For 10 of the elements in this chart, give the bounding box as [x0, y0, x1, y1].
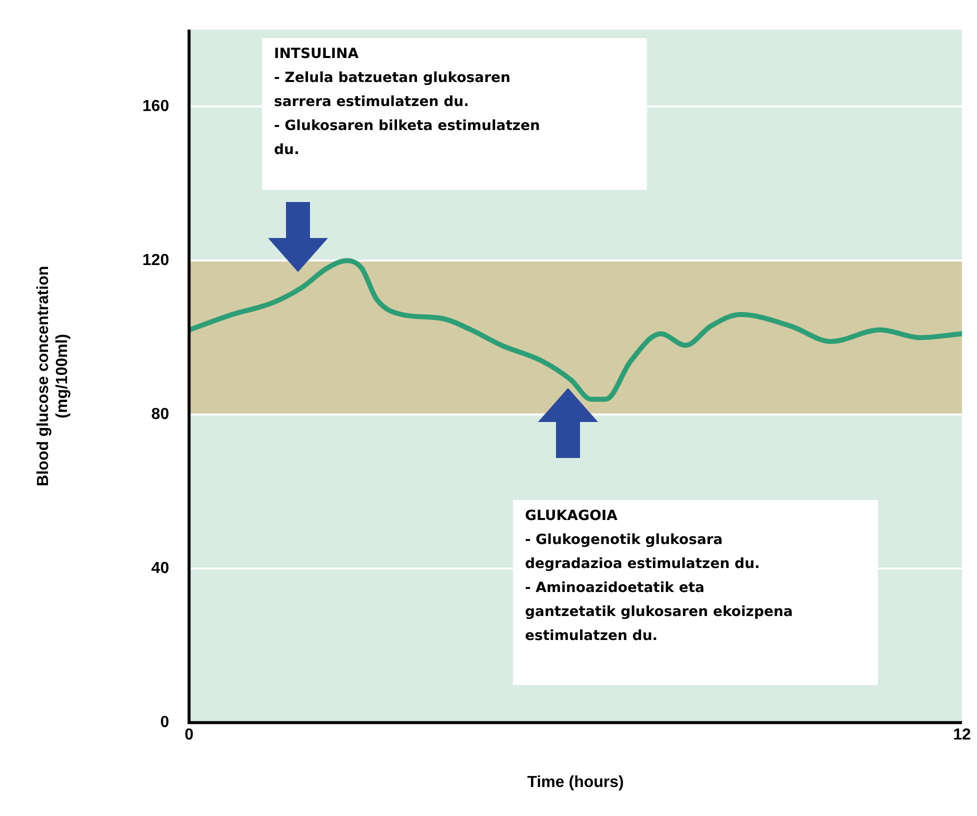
x-axis-title: Time (hours)	[527, 774, 624, 791]
x-tick-label: 12	[953, 726, 971, 744]
annotation: GLUKAGOIA - Glukogenotik glukosara degradazioa estimulatzen du. - Aminoazidoetatik eta gantzetatik glukosaren ekoizpena estimulatzen du.	[524, 507, 794, 646]
y-tick-label: 40	[151, 560, 170, 578]
y-tick-label: 0	[160, 714, 170, 732]
y-tick-label: 120	[142, 252, 170, 270]
y-axis-title: Blood glucose concentration (mg/100ml)	[35, 266, 72, 486]
annotation: INTSULINA - Zelula batzuetan glukosaren sarrera estimulatzen du. - Glukosaren bilketa estimulatzen du.	[273, 45, 541, 160]
y-tick-label: 160	[142, 98, 170, 116]
y-tick-label: 80	[151, 406, 170, 424]
